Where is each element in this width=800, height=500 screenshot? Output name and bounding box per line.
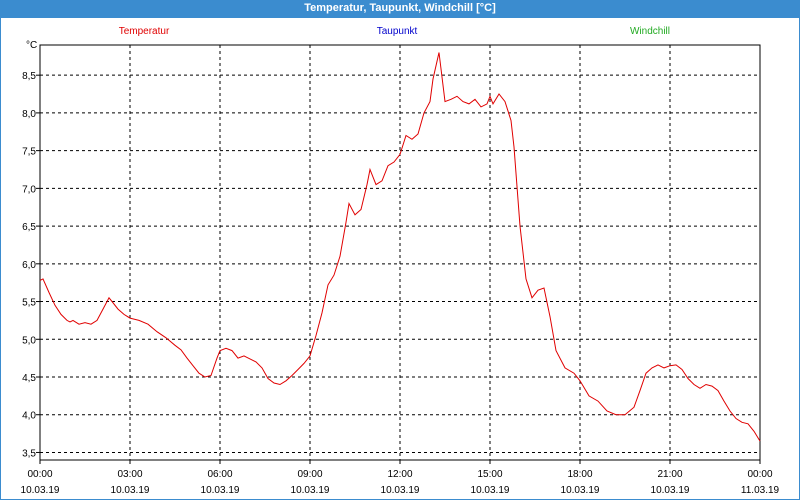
x-tick-time: 21:00 bbox=[657, 469, 682, 480]
x-tick-date: 11.03.19 bbox=[741, 485, 780, 496]
series-line-temperatur bbox=[39, 52, 761, 442]
x-tick-date: 10.03.19 bbox=[651, 485, 690, 496]
y-tick-label: 4,5 bbox=[22, 373, 36, 384]
y-tick-label: 6,5 bbox=[22, 222, 36, 233]
y-tick-label: 3,5 bbox=[22, 448, 36, 459]
x-tick-time: 06:00 bbox=[207, 469, 232, 480]
window-title: Temperatur, Taupunkt, Windchill [°C] bbox=[0, 0, 800, 18]
y-tick-label: 6,0 bbox=[22, 260, 36, 271]
legend-windchill: Windchill bbox=[630, 26, 670, 37]
y-tick-labels: 3,5 4,0 4,5 5,0 5,5 6,0 6,5 7,0 7,5 8,0 8,5 bbox=[22, 71, 36, 459]
x-tick-time: 09:00 bbox=[297, 469, 322, 480]
y-tick-label: 4,0 bbox=[22, 411, 36, 422]
series-layer bbox=[39, 52, 761, 442]
x-tick-date: 10.03.19 bbox=[561, 485, 600, 496]
x-tick-time: 00:00 bbox=[27, 469, 52, 480]
x-tick-date: 10.03.19 bbox=[291, 485, 330, 496]
y-tick-label: 8,5 bbox=[22, 71, 36, 82]
x-tick-time: 12:00 bbox=[387, 469, 412, 480]
legend-temperatur: Temperatur bbox=[119, 26, 170, 37]
y-tick-label: 7,5 bbox=[22, 147, 36, 158]
y-tick-label: 8,0 bbox=[22, 109, 36, 120]
plot-frame bbox=[39, 44, 761, 461]
x-tick-date: 10.03.19 bbox=[471, 485, 510, 496]
x-tick-date: 10.03.19 bbox=[21, 485, 60, 496]
x-tick-date: 10.03.19 bbox=[111, 485, 150, 496]
x-tick-labels: 00:00 10.03.19 03:00 10.03.19 06:00 10.03.19 0… bbox=[21, 469, 780, 496]
y-tick-label: 5,5 bbox=[22, 298, 36, 309]
legend-taupunkt: Taupunkt bbox=[377, 26, 418, 37]
x-tick-time: 00:00 bbox=[747, 469, 772, 480]
chart-grid bbox=[39, 45, 761, 460]
x-tick-time: 18:00 bbox=[567, 469, 592, 480]
y-tick-label: 7,0 bbox=[22, 184, 36, 195]
y-axis-unit: °C bbox=[26, 40, 37, 51]
x-tick-time: 15:00 bbox=[477, 469, 502, 480]
chart-axes bbox=[36, 44, 761, 464]
x-tick-time: 03:00 bbox=[117, 469, 142, 480]
x-tick-date: 10.03.19 bbox=[201, 485, 240, 496]
y-tick-label: 5,0 bbox=[22, 335, 36, 346]
x-tick-date: 10.03.19 bbox=[381, 485, 420, 496]
